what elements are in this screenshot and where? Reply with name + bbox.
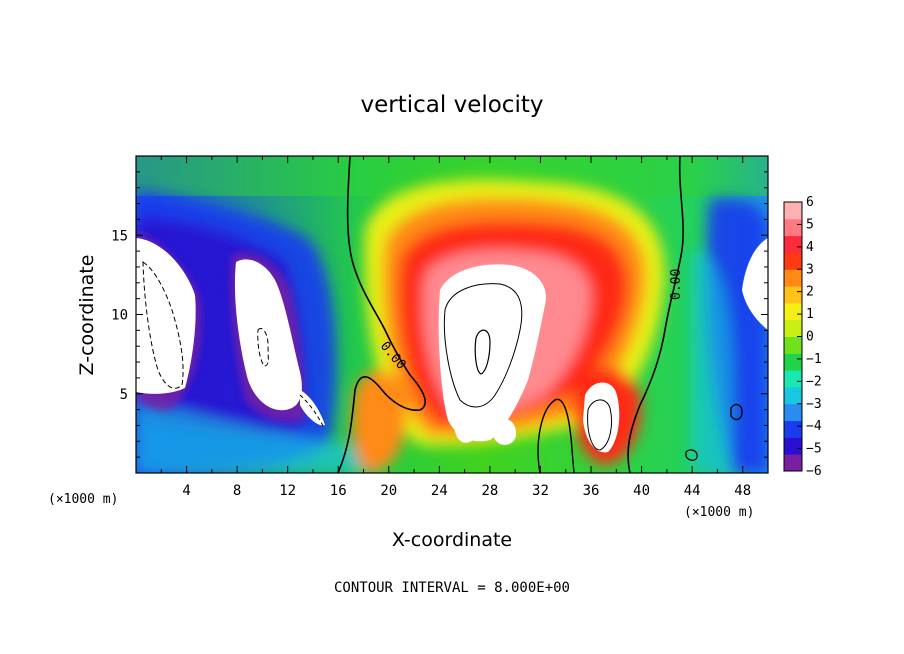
x-axis-ticks: 4 8 12 16 20 24 28 32 36 40 44 48: [160, 156, 751, 499]
right-edge-downdraft-core: [742, 238, 768, 330]
colorbar-swatch: [784, 252, 802, 270]
x-tick-label: 24: [431, 483, 448, 499]
x-tick-label: 40: [633, 483, 650, 499]
colorbar: 6 5 4 3 2 1 0 −1 −2 −3 −4 −5 −6: [783, 195, 822, 479]
middle-downdraft-core: [234, 259, 302, 411]
colorbar-swatch: [784, 437, 802, 455]
contour-neg8-left: [142, 261, 184, 389]
right-cyan-band: [690, 250, 733, 473]
zero-contour-right: [627, 156, 684, 473]
x-tick-label: 36: [583, 483, 600, 499]
colorbar-tick-label: 5: [806, 217, 814, 232]
colorbar-swatch: [784, 218, 802, 237]
colorbar-tick-label: 3: [806, 262, 814, 277]
colorbar-swatch: [784, 353, 802, 371]
colorbar-tick-label: 1: [806, 307, 814, 322]
x-tick-label: 16: [330, 483, 347, 499]
contour-interval-footer: CONTOUR INTERVAL = 8.000E+00: [334, 580, 570, 596]
zero-contour-small-loop: [730, 403, 743, 421]
central-updraft-lobe-right: [492, 419, 517, 445]
colorbar-swatch: [784, 269, 802, 287]
chart-title: vertical velocity: [361, 92, 544, 118]
colorbar-swatch: [784, 235, 802, 253]
x-tick-label: 4: [182, 483, 190, 499]
lower-cyan-band: [136, 400, 380, 473]
colorbar-swatch: [784, 454, 802, 472]
colorbar-tick-label: −2: [806, 374, 822, 389]
lower-left-plume: [352, 370, 407, 473]
colorbar-swatch: [784, 202, 802, 220]
contour-neg8-tail: [299, 394, 325, 429]
zero-contour-small-loop-2: [685, 449, 698, 461]
x-tick-label: 28: [481, 483, 498, 499]
x-tick-label: 32: [532, 483, 549, 499]
middle-downdraft-tail: [300, 390, 325, 426]
x-tick-label: 12: [279, 483, 296, 499]
colorbar-tick-label: −3: [806, 397, 822, 412]
x-tick-label: 44: [684, 483, 701, 499]
x-tick-label: 8: [233, 483, 241, 499]
heatmap-field: 0.00 0.00: [136, 156, 768, 473]
colorbar-tick-label: −6: [806, 464, 822, 479]
colorbar-swatch: [784, 302, 802, 321]
contour-8-right-updraft: [587, 399, 613, 451]
colorbar-swatch: [784, 286, 802, 304]
contour-16-updraft: [474, 329, 491, 375]
x-tick-label: 48: [734, 483, 751, 499]
colorbar-swatch: [784, 403, 802, 422]
colorbar-tick-label: −5: [806, 442, 822, 457]
colorbar-swatch: [784, 420, 802, 438]
colorbar-tick-label: 2: [806, 285, 814, 300]
zero-contour-left: [337, 156, 426, 473]
zero-contour-lower: [537, 398, 575, 473]
x-tick-label: 20: [380, 483, 397, 499]
central-updraft-lobe-left: [453, 409, 479, 443]
y-tick-label: 5: [120, 387, 128, 403]
colorbar-tick-label: 6: [806, 195, 814, 210]
colorbar-swatch: [784, 386, 802, 405]
y-tick-label: 15: [111, 228, 128, 244]
central-updraft-core: [438, 264, 546, 442]
colorbar-tick-label: −1: [806, 352, 822, 367]
contour-lines: [142, 156, 743, 473]
contour-label-right: 0.00: [669, 269, 684, 300]
contour-8-updraft: [443, 283, 523, 408]
colorbar-tick-label: −4: [806, 419, 822, 434]
colorbar-tick-label: 4: [806, 240, 814, 255]
x-unit-right: (×1000 m): [684, 505, 754, 520]
y-axis-ticks: 5 10 15: [111, 171, 768, 458]
x-unit-left: (×1000 m): [48, 492, 118, 507]
colorbar-swatch: [784, 336, 802, 354]
colorbar-swatch: [784, 319, 802, 337]
y-axis-label: Z-coordinate: [76, 255, 98, 376]
x-axis-label: X-coordinate: [392, 529, 512, 551]
colorbar-swatch: [784, 370, 802, 388]
left-downdraft-core: [136, 238, 196, 394]
colorbar-tick-label: 0: [806, 330, 814, 345]
y-tick-label: 10: [111, 308, 128, 324]
